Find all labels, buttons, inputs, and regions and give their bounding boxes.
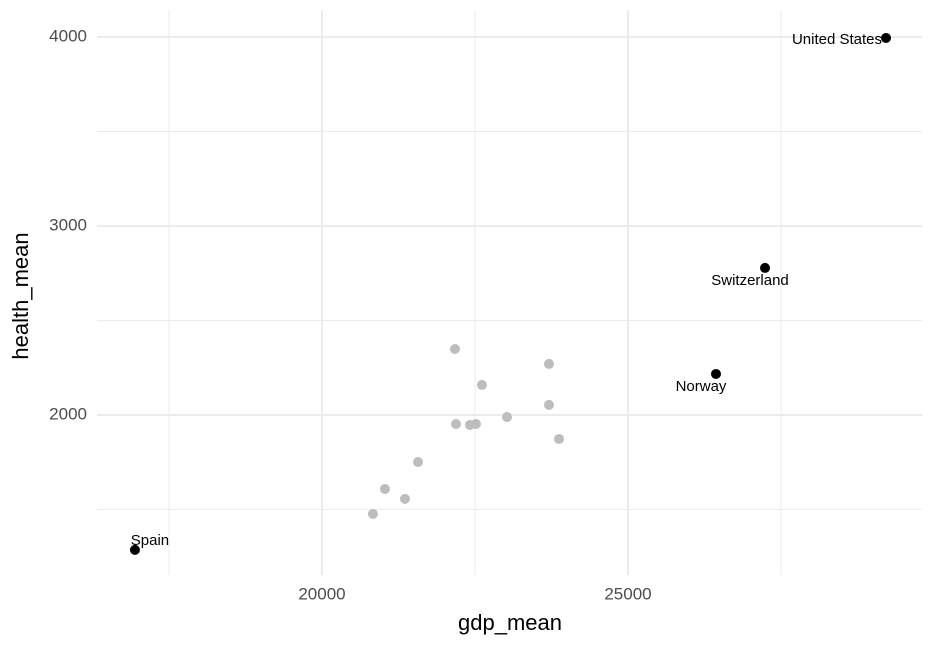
y-tick-label: 3000 <box>49 215 87 234</box>
point <box>501 412 512 423</box>
point <box>413 457 424 467</box>
point <box>451 419 462 430</box>
point <box>379 484 390 495</box>
x-axis-title: gdp_mean <box>458 610 562 635</box>
point-label: Switzerland <box>711 272 789 289</box>
y-tick-label: 2000 <box>49 404 87 423</box>
point <box>476 379 487 390</box>
point-label: Spain <box>131 532 169 549</box>
point <box>543 358 554 369</box>
point <box>760 262 771 273</box>
point <box>449 344 460 354</box>
x-tick-label: 20000 <box>298 584 345 603</box>
point <box>129 544 140 555</box>
point-label: Norway <box>676 378 727 395</box>
y-tick-label: 4000 <box>49 27 87 46</box>
point <box>710 368 721 379</box>
point <box>399 493 410 504</box>
point <box>367 508 378 519</box>
x-tick-label: 25000 <box>604 584 651 603</box>
y-axis-title: health_mean <box>8 232 33 359</box>
point <box>470 419 481 430</box>
point <box>554 433 565 444</box>
point <box>543 399 554 410</box>
point <box>881 32 892 43</box>
point-label: United States <box>792 31 882 48</box>
